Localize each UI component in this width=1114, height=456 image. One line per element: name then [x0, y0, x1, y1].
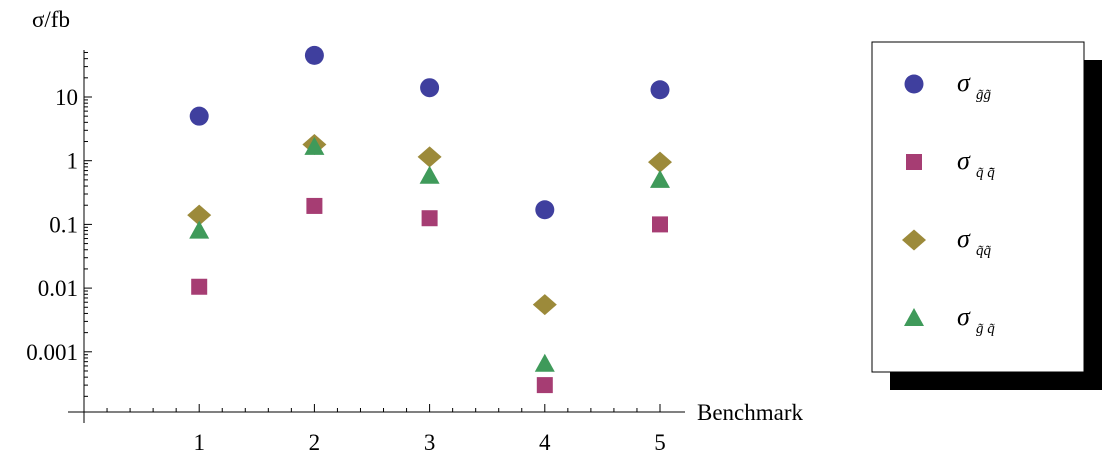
y-axis-ticks: 0.001 0.01 0.1 1 10: [26, 51, 92, 397]
y-tick-label: 1: [67, 149, 79, 174]
data-point-series-1: [420, 78, 440, 98]
data-point-series-4: [304, 136, 325, 155]
legend-marker-3: [902, 229, 926, 251]
y-axis-title: σ/fb: [32, 7, 70, 32]
legend-subscript-4: g̃ q̃: [976, 321, 995, 337]
legend-label-2: σ: [957, 146, 971, 175]
x-tick-label: 1: [193, 430, 205, 455]
data-point-series-4: [189, 220, 210, 239]
data-point-series-3: [187, 204, 212, 226]
legend-marker-2: [906, 154, 922, 170]
data-marks: [187, 45, 672, 394]
y-tick-label: 10: [55, 85, 78, 110]
data-point-series-2: [191, 278, 208, 295]
data-point-series-2: [536, 377, 553, 394]
legend-box: [871, 41, 1085, 373]
legend-subscript-3: q̃q̃: [976, 243, 992, 259]
data-point-series-1: [304, 45, 324, 65]
legend-marker-1: [904, 74, 924, 94]
data-point-series-1: [535, 200, 555, 220]
x-tick-label: 2: [309, 430, 321, 455]
y-tick-label: 0.01: [38, 276, 78, 301]
y-tick-label: 0.001: [26, 340, 78, 365]
data-point-series-4: [650, 169, 670, 188]
legend-subscript-2: q̃ q̃̄: [976, 165, 995, 181]
legend-label-1: σ: [957, 68, 971, 97]
y-tick-label: 0.1: [49, 212, 78, 237]
data-point-series-3: [532, 294, 557, 316]
data-point-series-1: [189, 106, 209, 126]
legend-items: σ g̃g̃ σ q̃ q̃̄ σ q̃q̃ σ g̃ q̃: [902, 68, 995, 337]
x-axis-ticks: 1 2 3 4 5: [106, 404, 666, 455]
data-point-series-4: [534, 353, 555, 372]
data-point-series-2: [421, 210, 438, 227]
x-tick-label: 5: [654, 430, 666, 455]
data-point-series-3: [648, 151, 672, 173]
legend-label-3: σ: [957, 224, 971, 253]
x-tick-label: 4: [539, 430, 551, 455]
x-axis-title: Benchmark: [697, 400, 804, 425]
data-point-series-3: [417, 146, 442, 168]
legend-label-4: σ: [957, 302, 971, 331]
data-point-series-2: [652, 216, 668, 233]
legend-marker-4: [904, 308, 924, 326]
legend-subscript-1: g̃g̃: [976, 87, 992, 103]
data-point-series-2: [306, 197, 323, 214]
x-tick-label: 3: [424, 430, 436, 455]
legend: σ g̃g̃ σ q̃ q̃̄ σ q̃q̃ σ g̃ q̃: [871, 41, 1102, 390]
data-point-series-1: [650, 80, 670, 100]
data-point-series-4: [419, 165, 440, 184]
